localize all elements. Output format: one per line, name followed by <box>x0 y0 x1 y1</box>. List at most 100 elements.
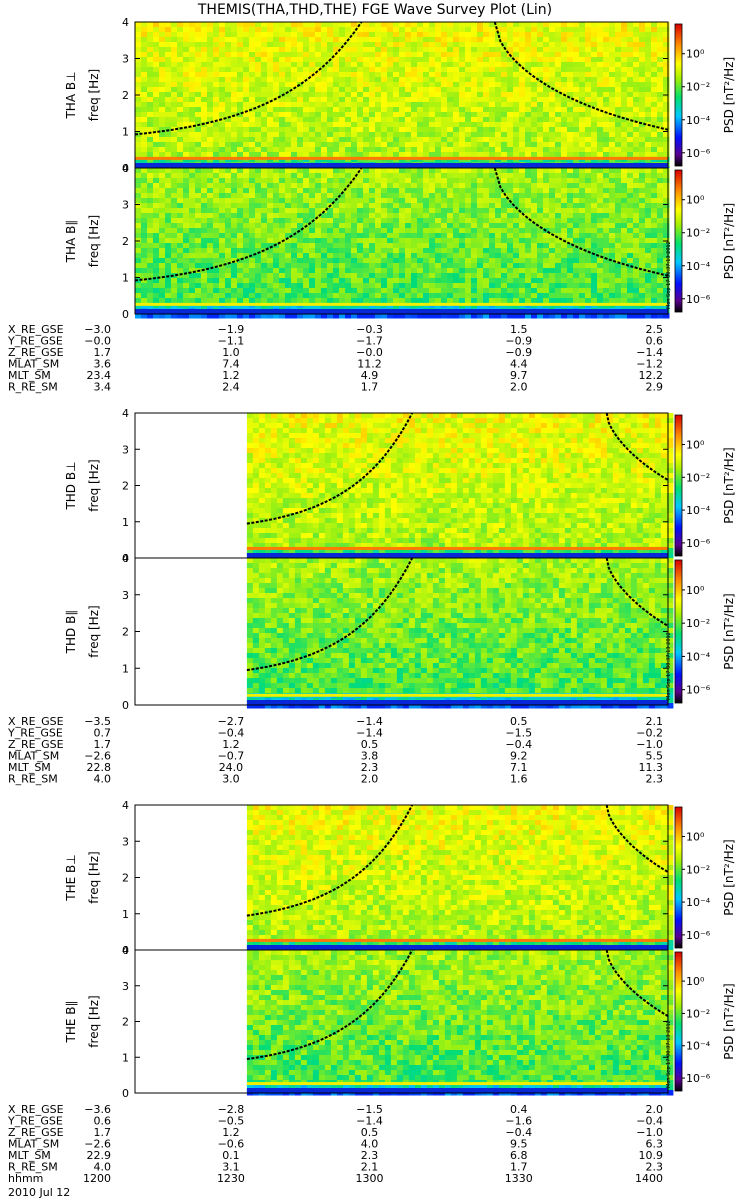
ephemeris-value: 2.3 <box>646 1161 664 1174</box>
freq-axis-label: freq [Hz] <box>87 459 101 511</box>
y-tick-label: 2 <box>122 89 129 102</box>
band-line <box>246 546 668 550</box>
ephemeris-value: 4.0 <box>94 1161 112 1174</box>
ephemeris-value: −0.9 <box>505 346 532 359</box>
y-tick-label: 4 <box>122 16 129 29</box>
ephemeris-value: 9.2 <box>510 750 528 763</box>
ephemeris-row-label: R_RE_SM <box>8 773 58 786</box>
freq-axis-label: freq [Hz] <box>87 995 101 1047</box>
timestamp-stamp: Mon Sep 17 00:37:13 2012 <box>666 1020 672 1088</box>
gyrofrequency-curve <box>134 21 363 136</box>
colorbar-tick-label: 10⁻⁶ <box>686 929 711 942</box>
ephemeris-value: 6.3 <box>646 1138 664 1151</box>
ephemeris-value: 4.0 <box>361 1138 379 1151</box>
ephemeris-value: 2.1 <box>646 715 664 728</box>
ephemeris-value: 1.0 <box>222 346 240 359</box>
colorbar-tick-label: 10⁰ <box>686 975 705 988</box>
colorbar: 10⁰ 10⁻² 10⁻⁴ 10⁻⁶ PSD [nT²/Hz] <box>674 559 736 704</box>
ephemeris-value: 0.1 <box>222 1149 240 1162</box>
ephemeris-value: 1.2 <box>222 1126 240 1139</box>
ephemeris-row-label: R_RE_SM <box>8 1161 58 1174</box>
colorbar: 10⁰ 10⁻² 10⁻⁴ 10⁻⁶ PSD [nT²/Hz] <box>674 951 736 1092</box>
spectrogram-heatmap <box>135 168 670 319</box>
colorbar-tick-label: 10⁻² <box>686 863 710 876</box>
ephemeris-value: 1.7 <box>94 1126 112 1139</box>
colorbar-tick-label: 10⁻² <box>686 617 710 630</box>
y-tick-label: 2 <box>122 872 129 885</box>
ephemeris-value: −0.4 <box>505 1126 532 1139</box>
panel-label: THA B⊥ <box>64 71 78 119</box>
panel-label: THE B⊥ <box>64 854 78 901</box>
y-tick-label: 4 <box>122 799 129 812</box>
ephemeris-value: −1.2 <box>636 358 663 371</box>
ephemeris-value: −1.4 <box>356 715 383 728</box>
ephemeris-value: 6.8 <box>510 1149 528 1162</box>
low-band <box>135 309 668 314</box>
colorbar-label: PSD [nT²/Hz] <box>722 593 736 669</box>
ephemeris-value: 1300 <box>356 1172 384 1185</box>
ephemeris-value: −3.6 <box>84 1103 111 1116</box>
ephemeris-value: 0.5 <box>510 715 528 728</box>
y-tick-label: 4 <box>122 407 129 420</box>
spectrogram-heatmap <box>246 805 674 951</box>
ephemeris-value: −1.7 <box>356 335 383 348</box>
y-tick-label: 4 <box>122 162 129 175</box>
low-band <box>135 163 668 168</box>
y-tick-label: 3 <box>122 589 129 602</box>
ephemeris-value: 4.9 <box>361 369 379 382</box>
colorbar-tick-label: 10⁻² <box>686 227 710 240</box>
ephemeris-value: 2.4 <box>222 381 240 394</box>
timestamp-stamp: Mon Sep 17 00:37:13 2012 <box>666 241 672 309</box>
ephemeris-value: 11.2 <box>357 358 382 371</box>
ephemeris-value: 1200 <box>83 1172 111 1185</box>
ephemeris-value: 2.3 <box>361 761 379 774</box>
ephemeris-value: −2.8 <box>218 1103 245 1116</box>
colorbar-tick-label: 10⁰ <box>686 584 705 597</box>
ephemeris-row-label: Y_RE_GSE <box>7 1115 63 1128</box>
spectrogram-panel-4: 0 1 2 3 4 freq [Hz] THD B∥ 10⁰ 10⁻² 10⁻⁴ 10⁻⁶ PSD [… <box>64 552 736 712</box>
ephemeris-table-tha: X_RE_GSE −3.0 −1.9 −0.3 1.5 2.5Y_RE_GSE −0.0 −1… <box>7 323 663 394</box>
ephemeris-value: 1.2 <box>222 369 240 382</box>
colorbar-tick-label: 10⁻⁶ <box>686 1072 711 1085</box>
colorbar-tick-label: 10⁻⁶ <box>686 293 711 306</box>
y-tick-label: 3 <box>122 980 129 993</box>
ephemeris-value: 2.0 <box>361 773 379 786</box>
ephemeris-value: −0.4 <box>218 727 245 740</box>
colorbar-label: PSD [nT²/Hz] <box>722 57 736 133</box>
y-tick-label: 0 <box>122 944 129 957</box>
ephemeris-value: 2.0 <box>510 381 528 394</box>
y-tick-label: 2 <box>122 235 129 248</box>
panel-label: THE B∥ <box>64 1001 78 1044</box>
freq-axis-label: freq [Hz] <box>87 605 101 657</box>
ephemeris-value: −3.0 <box>84 323 111 336</box>
colorbar-tick-label: 10⁻⁴ <box>686 260 711 273</box>
y-tick-label: 2 <box>122 626 129 639</box>
ephemeris-value: −1.1 <box>218 335 245 348</box>
y-tick-label: 0 <box>122 552 129 565</box>
ephemeris-value: −1.0 <box>636 1126 663 1139</box>
ephemeris-value: 1400 <box>635 1172 663 1185</box>
ephemeris-row-label: Y_RE_GSE <box>7 335 63 348</box>
band-line <box>135 302 668 306</box>
y-tick-label: 1 <box>122 272 129 285</box>
y-tick-label: 2 <box>122 1016 129 1029</box>
ephemeris-value: −0.4 <box>505 738 532 751</box>
gyrofrequency-curve <box>246 412 414 525</box>
ephemeris-value: 4.0 <box>94 773 112 786</box>
colorbar: 10⁰ 10⁻² 10⁻⁴ 10⁻⁶ PSD [nT²/Hz] <box>674 169 736 313</box>
ephemeris-row-label: MLT_SM <box>8 1149 51 1162</box>
colorbar-label: PSD [nT²/Hz] <box>722 839 736 915</box>
y-tick-label: 3 <box>122 835 129 848</box>
ephemeris-value: −0.0 <box>84 335 111 348</box>
gyrofrequency-curve <box>493 21 669 131</box>
y-tick-label: 4 <box>122 552 129 565</box>
y-tick-label: 1 <box>122 126 129 139</box>
band-line <box>246 693 668 697</box>
date-label: 2010 Jul 12 <box>8 1186 70 1199</box>
y-tick-label: 1 <box>122 662 129 675</box>
y-tick-label: 0 <box>122 1087 129 1100</box>
ephemeris-value: 1230 <box>217 1172 245 1185</box>
spectrogram-heatmap <box>135 22 670 173</box>
colorbar: 10⁰ 10⁻² 10⁻⁴ 10⁻⁶ PSD [nT²/Hz] <box>674 414 736 557</box>
y-tick-label: 1 <box>122 1051 129 1064</box>
